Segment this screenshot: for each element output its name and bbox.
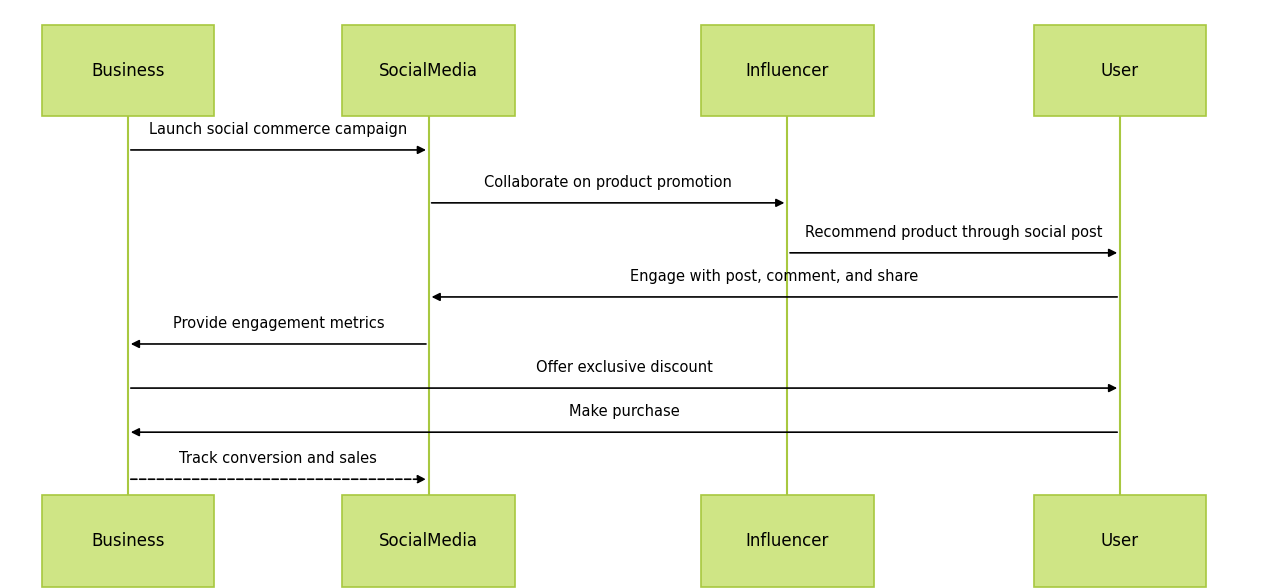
Text: Influencer: Influencer <box>745 532 829 550</box>
Bar <box>1034 495 1206 587</box>
Text: Offer exclusive discount: Offer exclusive discount <box>535 360 713 375</box>
Bar <box>41 495 215 587</box>
Text: Business: Business <box>91 62 165 79</box>
Bar <box>343 495 516 587</box>
Text: User: User <box>1101 532 1139 550</box>
Text: Collaborate on product promotion: Collaborate on product promotion <box>484 175 732 190</box>
Text: SocialMedia: SocialMedia <box>379 62 479 79</box>
Text: Provide engagement metrics: Provide engagement metrics <box>173 316 384 331</box>
Bar <box>41 25 215 116</box>
Bar <box>343 25 516 116</box>
Bar <box>1034 25 1206 116</box>
Text: Engage with post, comment, and share: Engage with post, comment, and share <box>630 269 919 284</box>
Bar <box>701 25 873 116</box>
Text: User: User <box>1101 62 1139 79</box>
Text: Business: Business <box>91 532 165 550</box>
Text: Influencer: Influencer <box>745 62 829 79</box>
Text: Launch social commerce campaign: Launch social commerce campaign <box>150 122 407 137</box>
Text: Recommend product through social post: Recommend product through social post <box>805 225 1102 240</box>
Text: SocialMedia: SocialMedia <box>379 532 479 550</box>
Text: Make purchase: Make purchase <box>568 404 680 419</box>
Bar <box>701 495 873 587</box>
Text: Track conversion and sales: Track conversion and sales <box>179 451 378 466</box>
